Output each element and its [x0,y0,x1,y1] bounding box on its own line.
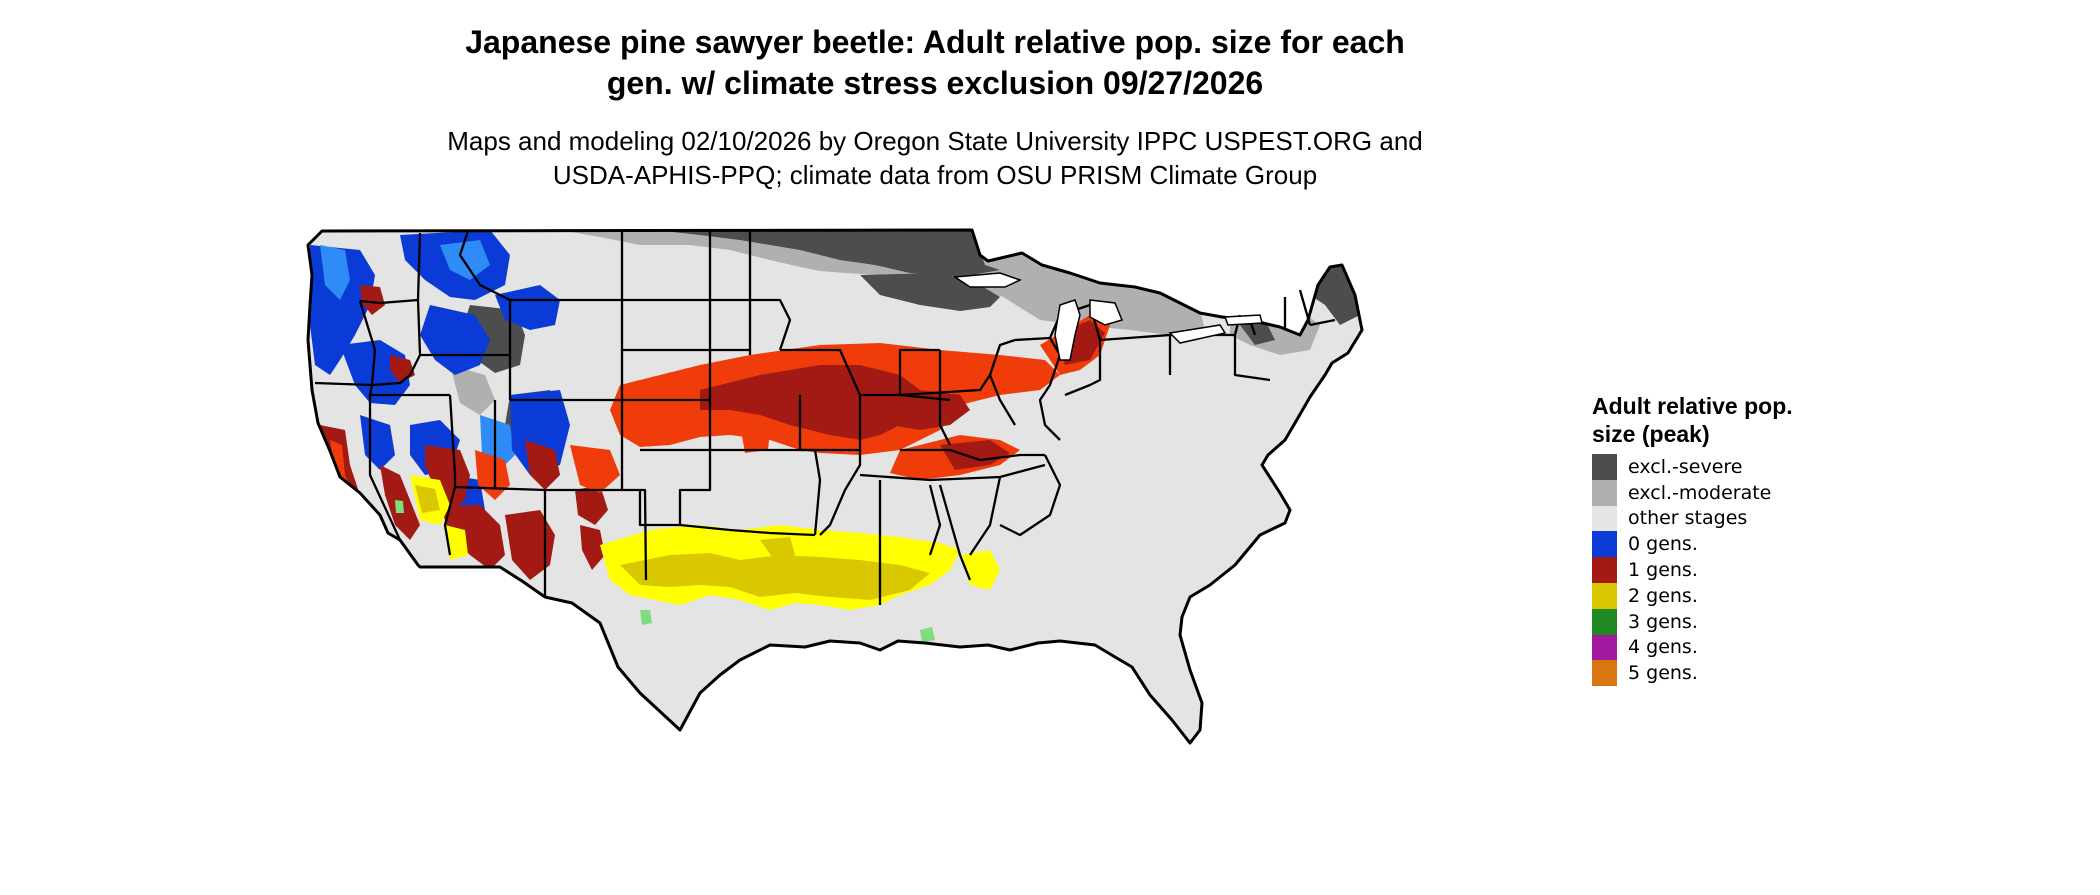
legend-items: excl.-severe excl.-moderate other stages 0 … [1592,454,1852,687]
legend-item: 4 gens. [1592,634,1852,661]
legend-title: Adult relative pop. size (peak) [1592,393,1793,447]
legend-swatch [1592,531,1617,558]
us-map-svg [306,228,1364,745]
map-subtitle-line-1: Maps and modeling 02/10/2026 by Oregon S… [447,126,1423,156]
state-borders [306,228,1364,745]
legend-item: 3 gens. [1592,608,1852,635]
legend-label: excl.-severe [1628,455,1743,478]
legend-label: 5 gens. [1628,662,1698,685]
legend-label: 4 gens. [1628,636,1698,659]
legend-item: 2 gens. [1592,582,1852,609]
legend-swatch [1592,557,1617,583]
legend-label: 1 gens. [1628,559,1698,582]
legend-label: excl.-moderate [1628,481,1772,504]
map-subtitle-line-2: USDA-APHIS-PPQ; climate data from OSU PR… [552,160,1318,190]
legend-label: 2 gens. [1628,584,1698,607]
us-map [300,225,1580,895]
pop-size-raster [308,230,1362,743]
legend: Adult relative pop. size (peak) excl.-se… [1592,392,1852,687]
legend-swatch [1592,479,1617,506]
legend-swatch [1592,634,1617,661]
legend-swatch [1592,582,1617,609]
legend-swatch [1592,505,1617,532]
map-title-line-1: Japanese pine sawyer beetle: Adult relat… [465,24,1405,60]
legend-item: 5 gens. [1592,660,1852,687]
legend-item: other stages [1592,505,1852,532]
legend-swatch [1592,660,1617,687]
legend-item: 0 gens. [1592,531,1852,558]
legend-item: excl.-severe [1592,454,1852,480]
map-title-line-2: gen. w/ climate stress exclusion 09/27/2… [606,65,1264,101]
legend-swatch [1592,454,1617,480]
legend-label: other stages [1628,507,1748,530]
great-lakes [952,272,1263,361]
legend-item: 1 gens. [1592,557,1852,583]
map-subtitle: Maps and modeling 02/10/2026 by Oregon S… [300,124,1570,192]
legend-swatch [1592,608,1617,635]
map-title: Japanese pine sawyer beetle: Adult relat… [300,22,1570,104]
legend-label: 0 gens. [1628,533,1698,556]
legend-item: excl.-moderate [1592,479,1852,506]
legend-label: 3 gens. [1628,610,1698,633]
